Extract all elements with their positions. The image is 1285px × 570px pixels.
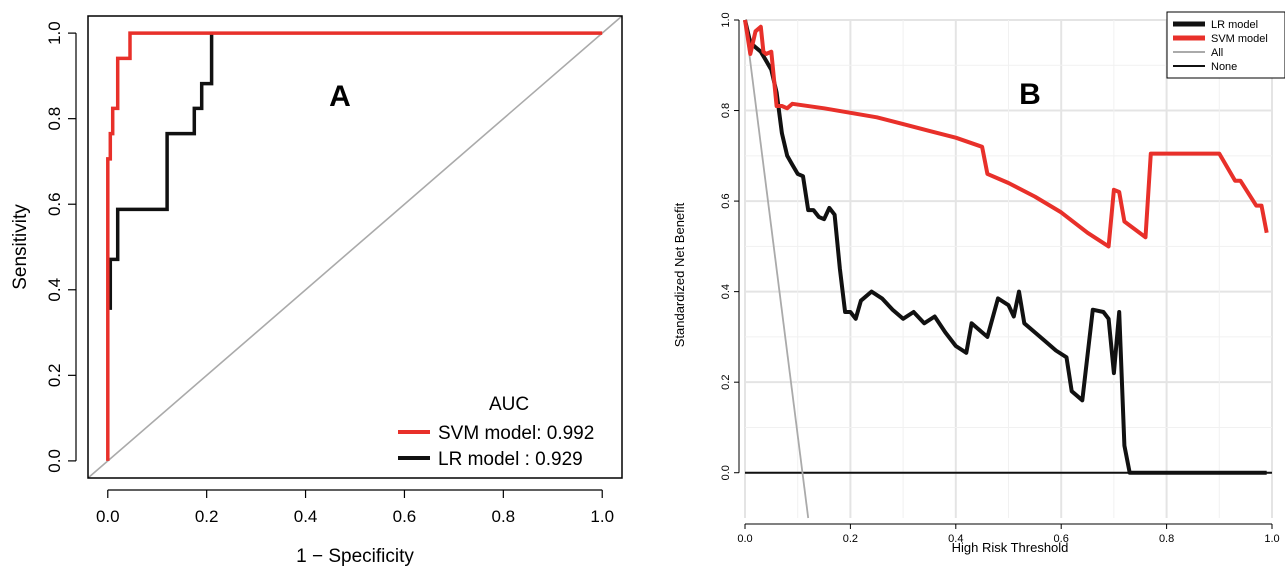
legend-label-svm: SVM model	[1211, 33, 1268, 45]
legend-label-lr: LR model : 0.929	[438, 449, 583, 470]
legend-label-svm: SVM model: 0.992	[438, 423, 594, 444]
roc-y-tick-label: 0.8	[45, 107, 64, 131]
dca-x-tick-label: 0.0	[737, 533, 752, 545]
roc-y-tick-label: 0.2	[45, 364, 64, 388]
dca-series-all	[744, 19, 810, 519]
dca-y-tick-label: 0.6	[720, 193, 732, 208]
roc-x-tick-label: 1.0	[590, 507, 614, 526]
roc-x-tick-label: 0.0	[96, 507, 120, 526]
roc-y-tick-label: 0.6	[45, 192, 64, 216]
roc-plot-frame	[87, 15, 623, 479]
roc-x-axis-label: 1 − Specificity	[296, 546, 414, 567]
roc-y-tick-label: 0.0	[45, 449, 64, 473]
decision-curve-chart: 0.0 0.2 0.4 0.6 0.8 1.0 0.0 0.2 0.4 0.6 0.8 1.0 B H…	[672, 11, 1285, 555]
dca-legend: LR model SVM model All None	[1166, 11, 1285, 79]
dca-x-tick-label: 0.8	[1159, 533, 1174, 545]
dca-x-axis-label: High Risk Threshold	[952, 540, 1069, 555]
roc-series-lr-model-0-929	[108, 33, 214, 310]
dca-y-axis-label: Standardized Net Benefit	[672, 202, 687, 347]
roc-chart: 0.0 0.2 0.4 0.6 0.8 1.0 0.0 0.2 0.4 0.6 0.8 1.0 A 1…	[10, 15, 623, 567]
roc-y-tick-label: 1.0	[45, 21, 64, 45]
dca-y-tick-label: 0.8	[720, 103, 732, 118]
dca-x-tick-label: 0.2	[843, 533, 858, 545]
roc-x-tick-label: 0.2	[195, 507, 219, 526]
legend-label-none: None	[1211, 61, 1237, 73]
roc-y-axis-label: Sensitivity	[10, 204, 31, 290]
roc-y-tick-label: 0.4	[45, 278, 64, 302]
dca-x-tick-label: 0.4	[948, 533, 963, 545]
legend-label-lr: LR model	[1211, 19, 1258, 31]
panel-label-b: B	[1019, 78, 1041, 111]
roc-legend: AUC SVM model: 0.992 LR model : 0.929	[398, 394, 594, 470]
panel-label-a: A	[329, 80, 351, 113]
dca-y-tick-label: 0.0	[720, 465, 732, 480]
roc-series-svm-model-0-992	[106, 31, 603, 461]
legend-title: AUC	[489, 394, 529, 415]
roc-series-reference	[87, 15, 623, 479]
roc-x-tick-label: 0.6	[393, 507, 417, 526]
dca-y-tick-label: 1.0	[720, 12, 732, 27]
roc-x-tick-label: 0.8	[492, 507, 516, 526]
dca-series-svm-model	[743, 19, 1269, 249]
dca-y-tick-label: 0.2	[720, 375, 732, 390]
roc-x-tick-label: 0.4	[294, 507, 318, 526]
dca-y-tick-label: 0.4	[720, 284, 732, 299]
dca-x-tick-label: 0.6	[1054, 533, 1069, 545]
dca-x-tick-label: 1.0	[1264, 533, 1279, 545]
legend-label-all: All	[1211, 47, 1223, 59]
dca-series-lr-model	[743, 19, 1267, 475]
